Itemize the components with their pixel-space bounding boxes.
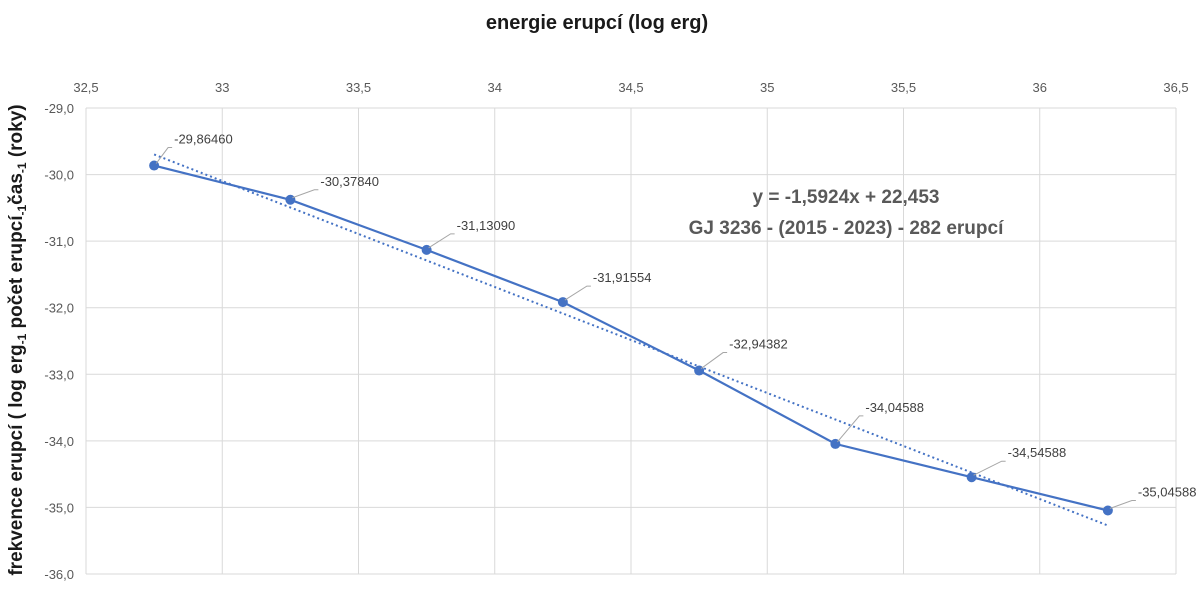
y-axis-label-part-2: počet erupcí bbox=[6, 215, 27, 334]
y-axis-label-sub-2: -1 bbox=[15, 204, 29, 215]
leader-line bbox=[973, 460, 1006, 476]
leader-line bbox=[836, 415, 864, 443]
y-tick-label: -34,0 bbox=[44, 434, 74, 449]
leader-line bbox=[564, 285, 591, 301]
x-tick-label: 36,5 bbox=[1163, 80, 1188, 95]
leader-line bbox=[700, 352, 728, 369]
leader-line bbox=[428, 233, 455, 249]
series-line bbox=[153, 164, 1109, 512]
y-tick-label: -32,0 bbox=[44, 301, 74, 316]
data-point bbox=[966, 472, 977, 483]
y-axis-label-sub-1: -1 bbox=[15, 333, 29, 344]
x-tick-label: 33,5 bbox=[346, 80, 371, 95]
data-label: -31,91554 bbox=[593, 270, 652, 285]
y-tick-label: -31,0 bbox=[44, 234, 74, 249]
leader-line bbox=[1109, 499, 1136, 509]
data-series bbox=[149, 160, 1113, 516]
y-axis-label-part-4: (roky) bbox=[6, 104, 27, 162]
x-tick-label: 36 bbox=[1033, 80, 1047, 95]
data-point bbox=[285, 194, 296, 205]
x-tick-label: 35 bbox=[760, 80, 774, 95]
data-label: -29,86460 bbox=[174, 132, 233, 147]
y-tick-label: -36,0 bbox=[44, 567, 74, 582]
trendline bbox=[153, 153, 1109, 527]
gridlines bbox=[85, 107, 1177, 575]
y-axis-label-sub-3: -1 bbox=[15, 162, 29, 173]
dataset-annotation: GJ 3236 - (2015 - 2023) - 282 erupcí bbox=[689, 218, 1004, 239]
x-tick-label: 33 bbox=[215, 80, 229, 95]
y-tick-label: -30,0 bbox=[44, 168, 74, 183]
chart-title: energie erupcí (log erg) bbox=[486, 12, 708, 34]
data-label: -34,54588 bbox=[1008, 445, 1067, 460]
x-tick-labels: 32,5 33 33,5 34 34,5 35 35,5 36 36,5 bbox=[73, 80, 1188, 95]
y-tick-labels: -29,0 -30,0 -31,0 -32,0 -33,0 -34,0 -35,0 -36,0 bbox=[44, 101, 74, 582]
data-point bbox=[1102, 505, 1113, 516]
leader-line bbox=[292, 189, 319, 199]
x-tick-label: 34,5 bbox=[618, 80, 643, 95]
y-tick-label: -33,0 bbox=[44, 367, 74, 382]
x-tick-label: 34 bbox=[488, 80, 502, 95]
y-axis-label-part-1: frekvence erupcí ( log erg bbox=[6, 344, 27, 575]
y-axis-label-part-3: čas bbox=[6, 173, 27, 205]
x-tick-label: 32,5 bbox=[73, 80, 98, 95]
data-labels: -29,86460 -30,37840 -31,13090 -31,91554 -32,… bbox=[155, 132, 1197, 509]
trend-equation: y = -1,5924x + 22,453 bbox=[753, 187, 940, 208]
data-label: -32,94382 bbox=[729, 337, 788, 352]
linear-trendline bbox=[153, 153, 1109, 527]
data-label: -35,04588 bbox=[1138, 484, 1197, 499]
y-tick-label: -35,0 bbox=[44, 500, 74, 515]
y-tick-label: -29,0 bbox=[44, 101, 74, 116]
y-axis-label: frekvence erupcí ( log erg-1 počet erupc… bbox=[6, 104, 29, 575]
data-label: -30,37840 bbox=[320, 174, 379, 189]
data-label: -31,13090 bbox=[457, 218, 516, 233]
x-tick-label: 35,5 bbox=[891, 80, 916, 95]
leader-line bbox=[155, 147, 173, 164]
data-label: -34,04588 bbox=[865, 400, 924, 415]
